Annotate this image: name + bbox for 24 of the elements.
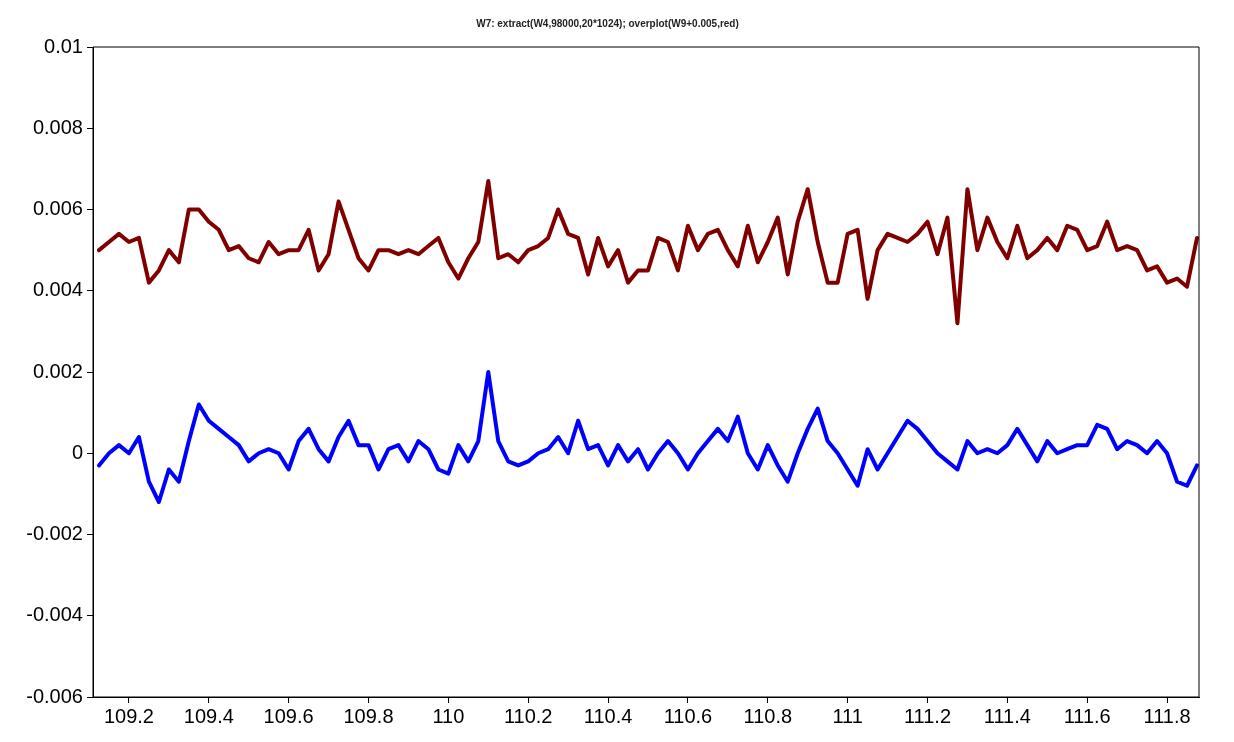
y-tick-label: -0.002 <box>26 522 83 545</box>
y-tick-label: 0 <box>71 440 83 463</box>
x-tick-label: 110 <box>432 704 465 727</box>
x-tick-label: 110.6 <box>663 704 713 727</box>
y-tick-label: -0.006 <box>26 684 83 707</box>
x-tick-label: 111.4 <box>983 704 1031 727</box>
y-tick-label: 0.006 <box>32 197 83 220</box>
y-tick-label: -0.004 <box>26 603 83 626</box>
x-tick-label: 111 <box>832 704 863 727</box>
x-tick-label: 111.6 <box>1063 704 1111 727</box>
x-tick-label: 110.2 <box>503 704 553 727</box>
y-tick-label: 0.002 <box>32 359 83 382</box>
x-tick-label: 110.8 <box>743 704 793 727</box>
chart-title: W7: extract(W4,98000,20*1024); overplot(W9+0.005,red) <box>476 17 739 29</box>
x-tick-label: 109.4 <box>183 704 234 727</box>
x-tick-label: 109.6 <box>263 704 314 727</box>
y-tick-label: 0.01 <box>44 34 83 57</box>
x-tick-label: 109.2 <box>103 704 154 727</box>
y-tick-label: 0.004 <box>32 278 83 301</box>
x-tick-label: 111.2 <box>903 704 952 727</box>
x-tick-label: 109.8 <box>343 704 394 727</box>
y-tick-label: 0.008 <box>32 115 83 138</box>
x-tick-label: 111.8 <box>1143 704 1191 727</box>
x-tick-label: 110.4 <box>583 704 633 727</box>
